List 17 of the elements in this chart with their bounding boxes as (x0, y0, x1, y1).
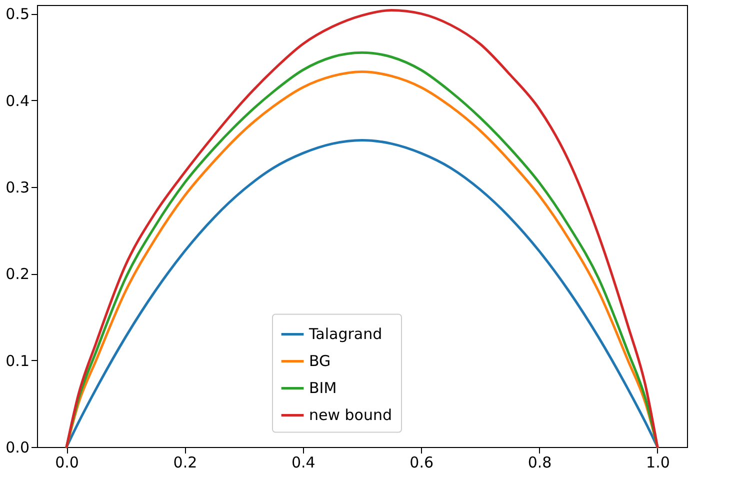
legend-label: BG (309, 352, 331, 370)
y-tick-label: 0.5 (6, 5, 30, 24)
x-tick-label: 0.0 (55, 454, 79, 472)
y-tick-label: 0.4 (6, 92, 30, 110)
y-tick-label: 0.1 (6, 352, 30, 370)
y-tick-label: 0.0 (6, 438, 30, 456)
x-tick-label: 0.4 (291, 454, 316, 472)
x-tick-label: 1.0 (646, 454, 670, 472)
legend-label: BIM (309, 379, 337, 398)
x-tick-label: 0.8 (528, 454, 552, 472)
y-tick-label: 0.2 (6, 265, 30, 284)
x-tick-label: 0.6 (410, 454, 434, 472)
x-tick-label: 0.2 (173, 454, 198, 472)
legend-label: Talagrand (308, 325, 382, 344)
line-series (65, 138, 659, 448)
legend-label: new bound (309, 406, 392, 424)
y-tick-label: 0.3 (6, 178, 30, 196)
